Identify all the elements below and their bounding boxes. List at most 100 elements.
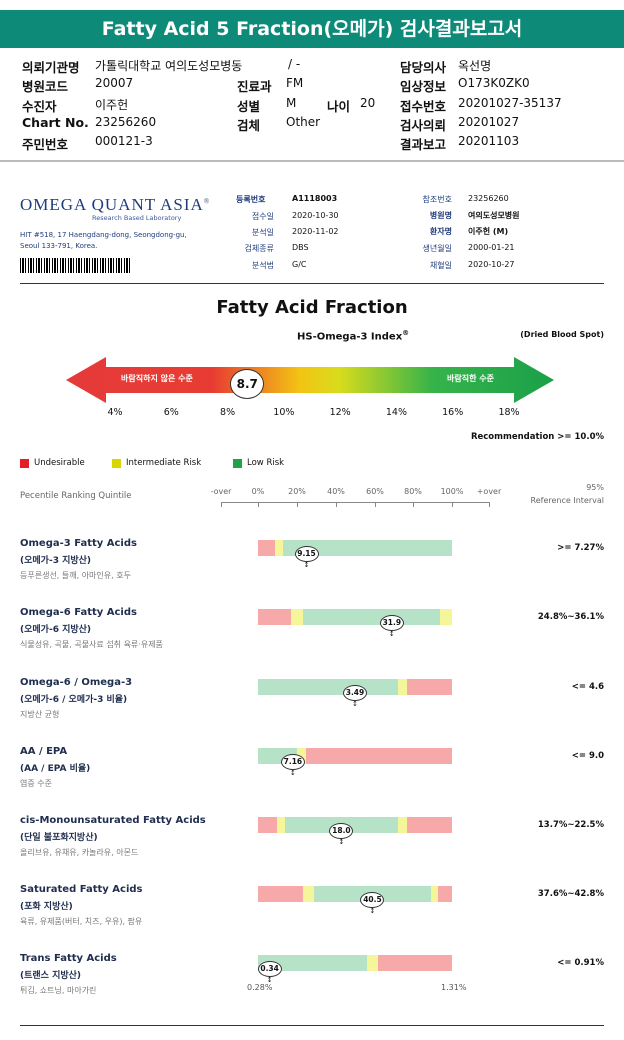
specimen-value: Other — [286, 115, 320, 129]
barcode — [20, 258, 130, 273]
row-subtitle: (AA / EPA 비율) — [20, 761, 90, 774]
bar-segment-yellow — [303, 886, 315, 902]
row-subtitle: (트랜스 지방산) — [20, 968, 81, 981]
received-label: 접수일 — [214, 211, 274, 222]
omega3-index-tick: 16% — [442, 407, 463, 418]
row-title: Saturated Fatty Acids — [20, 884, 143, 895]
row-subtitle: (포화 지방산) — [20, 899, 73, 912]
request-value: 20201027 — [458, 115, 519, 129]
percentile-bar — [258, 609, 452, 625]
percentile-header: 20% — [288, 487, 306, 496]
value-marker: 31.9 — [380, 615, 404, 631]
bottom-divider — [20, 1025, 604, 1026]
hospital-label: 병원명 — [392, 210, 452, 221]
reference-interval: 24.8%~36.1% — [538, 612, 604, 622]
percentile-tick — [375, 502, 376, 507]
reference-interval: <= 0.91% — [557, 958, 604, 968]
percentile-tick — [221, 502, 222, 507]
percentile-bar — [258, 817, 452, 833]
row-foods: 염증 수준 — [20, 778, 52, 789]
ref-interval-header-1: 95% — [586, 483, 604, 492]
value-marker-arrow: ↕ — [389, 631, 395, 638]
bar-segment-yellow — [277, 817, 285, 833]
percentile-tick — [489, 502, 490, 507]
bar-segment-green — [303, 609, 441, 625]
scale-max-label: 1.31% — [441, 983, 466, 992]
collected-value: 2020-10-27 — [468, 260, 515, 269]
lab-logo-text: OMEGA QUANT ASIA — [20, 195, 204, 214]
omega3-index-tick: 18% — [498, 407, 519, 418]
value-marker-arrow: ↕ — [290, 770, 296, 777]
hospital-code-value: 20007 — [95, 76, 133, 90]
row-title: Omega-6 / Omega-3 — [20, 677, 132, 688]
ref-interval-header-2: Reference Interval — [531, 496, 604, 505]
doctor-label: 담당의사 — [400, 57, 446, 76]
quintile-title: Pecentile Ranking Quintile — [20, 491, 132, 501]
clinical-info-label: 임상정보 — [400, 76, 446, 95]
percentile-header: 100% — [441, 487, 464, 496]
legend-swatch — [20, 459, 29, 468]
legend-label: Intermediate Risk — [126, 458, 201, 468]
reference-interval: <= 9.0 — [572, 751, 604, 761]
row-title: Trans Fatty Acids — [20, 953, 117, 964]
scale-min-label: 0.28% — [247, 983, 272, 992]
row-foods: 육류, 유제품(버터, 치즈, 우유), 팜유 — [20, 916, 142, 927]
omega3-index-tick: 12% — [330, 407, 351, 418]
omega3-index-tick: 10% — [273, 407, 294, 418]
method-label: 분석법 — [214, 260, 274, 271]
header-divider — [0, 160, 624, 162]
bar-segment-red — [407, 679, 452, 695]
percentile-tick — [297, 502, 298, 507]
bar-segment-yellow — [291, 609, 303, 625]
row-title: cis-Monounsaturated Fatty Acids — [20, 815, 206, 826]
receipt-label: 접수번호 — [400, 96, 446, 115]
sex-label: 성별 — [237, 96, 260, 115]
lab-logo-sub: Research Based Laboratory — [92, 214, 181, 222]
bar-segment-red — [378, 955, 452, 971]
sample-type-value: DBS — [292, 243, 309, 252]
collected-label: 채혈일 — [392, 260, 452, 271]
info-divider — [20, 283, 604, 284]
ref-no-value: 23256260 — [468, 194, 509, 203]
value-marker: 7.16 — [281, 754, 305, 770]
row-foods: 튀김, 쇼트닝, 마아가린 — [20, 985, 96, 996]
received-value: 2020-10-30 — [292, 211, 339, 220]
percentile-tick — [336, 502, 337, 507]
row-subtitle: (단일 불포화지방산) — [20, 830, 98, 843]
bar-segment-yellow — [275, 540, 283, 556]
row-subtitle: (오메가-6 / 오메가-3 비율) — [20, 692, 127, 705]
chart-no-label: Chart No. — [22, 115, 89, 130]
percentile-header: +over — [477, 487, 502, 496]
percentile-header: 80% — [404, 487, 422, 496]
bar-segment-red — [407, 817, 452, 833]
id-label: 주민번호 — [22, 134, 68, 153]
institution-slash: / - — [288, 57, 300, 71]
legend-swatch — [112, 459, 121, 468]
value-marker-arrow: ↕ — [370, 908, 376, 915]
method-value: G/C — [292, 260, 306, 269]
bar-segment-yellow — [398, 679, 408, 695]
patient-label: 환자명 — [392, 226, 452, 237]
value-marker: 18.0 — [329, 823, 353, 839]
report-title: Fatty Acid 5 Fraction(오메가) 검사결과보고서 — [0, 10, 624, 48]
reference-interval: 13.7%~22.5% — [538, 820, 604, 830]
value-marker: 3.49 — [343, 685, 367, 701]
age-label: 나이 — [327, 96, 350, 115]
bar-segment-yellow — [367, 955, 379, 971]
reg-no-value: A1118003 — [292, 194, 337, 203]
legend-label: Low Risk — [247, 458, 284, 468]
recommendation-text: Recommendation >= 10.0% — [471, 432, 604, 442]
percentile-bar — [258, 540, 452, 556]
hs-omega3-text: HS-Omega-3 Index — [297, 331, 402, 342]
examinee-value: 이주헌 — [95, 96, 128, 113]
omega3-index-tick: 8% — [220, 407, 235, 418]
fatty-acid-fraction-title: Fatty Acid Fraction — [0, 297, 624, 318]
institution-label: 의뢰기관명 — [22, 57, 80, 76]
id-value: 000121-3 — [95, 134, 153, 148]
reference-interval: <= 4.6 — [572, 682, 604, 692]
bar-segment-red — [438, 886, 452, 902]
undesirable-level-label: 바람직하지 않은 수준 — [121, 373, 193, 384]
bar-segment-yellow — [398, 817, 408, 833]
bar-segment-red — [258, 540, 275, 556]
